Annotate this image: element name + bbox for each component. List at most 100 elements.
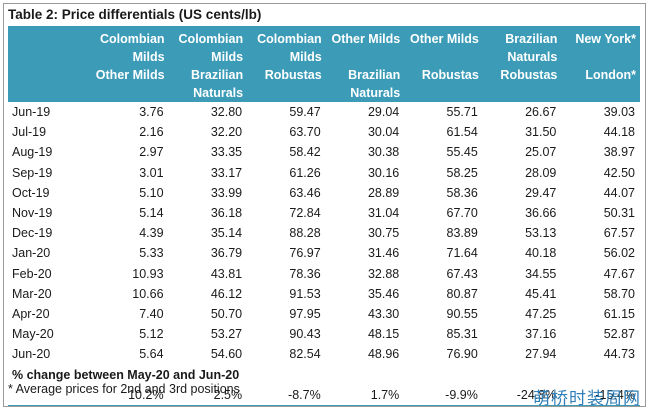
value-cell: 58.70: [603, 286, 635, 301]
value-cell: 48.96: [367, 347, 400, 362]
value-cell: 76.97: [289, 246, 321, 261]
value-cell: 61.15: [603, 306, 635, 321]
column-header-label: Other Milds Robustas: [410, 32, 479, 82]
value-cell: 43.30: [367, 306, 400, 321]
value-cell: 67.70: [446, 206, 478, 221]
table-row: Aug-19 2.97 33.35 58.42 30.38 55.45 25.07 38.97: [8, 142, 640, 162]
value-cell: 72.84: [289, 206, 321, 221]
month-cell: Jul-19: [12, 125, 47, 140]
value-cell: 61.54: [446, 125, 478, 140]
value-cell: 32.20: [210, 125, 243, 140]
column-header: Colombian Milds Robustas: [247, 26, 326, 102]
column-header-label: Colombian Milds Brazilian Naturals: [178, 32, 244, 100]
value-cell: 50.70: [210, 306, 243, 321]
value-cell: 34.55: [525, 266, 557, 281]
month-cell: Feb-20: [12, 266, 52, 281]
value-cell: 97.95: [289, 306, 321, 321]
value-cell: 5.14: [139, 206, 164, 221]
table-row: Dec-19 4.39 35.14 88.28 30.75 83.89 53.13 67.57: [8, 223, 640, 243]
value-cell: 30.04: [367, 125, 400, 140]
value-cell: 30.38: [367, 145, 400, 160]
value-cell: 35.46: [367, 286, 400, 301]
value-cell: 25.07: [525, 145, 557, 160]
column-header-label: Brazilian Naturals Robustas: [500, 32, 558, 82]
watermark-logo: 萌桥时装周网: [533, 389, 641, 409]
value-cell: 67.57: [603, 226, 635, 241]
value-cell: 38.97: [603, 145, 635, 160]
value-cell: 35.14: [210, 226, 243, 241]
value-cell: 42.50: [603, 165, 635, 180]
value-cell: 30.75: [367, 226, 400, 241]
value-cell: 76.90: [446, 347, 478, 362]
value-cell: 27.94: [525, 347, 557, 362]
column-header: New York* London*: [561, 26, 640, 102]
change-value-cell: [8, 384, 90, 406]
value-cell: 58.36: [446, 185, 478, 200]
month-cell: Jun-20: [12, 347, 51, 362]
value-cell: 47.67: [603, 266, 635, 281]
column-header: Brazilian Naturals Robustas: [482, 26, 562, 102]
price-differentials-table: Colombian Milds Other Milds Colombian Mil…: [8, 26, 640, 406]
table-row: Jan-20 5.33 36.79 76.97 31.46 71.64 40.18 56.02: [8, 243, 640, 263]
value-cell: 71.64: [446, 246, 478, 261]
value-cell: 59.47: [289, 105, 321, 120]
value-cell: 85.31: [446, 327, 478, 342]
table-row: Feb-20 10.93 43.81 78.36 32.88 67.43 34.55 47.6…: [8, 264, 640, 284]
table-frame: [3, 3, 646, 407]
change-value-cell: -9.9%: [404, 384, 483, 406]
column-header: Other Milds Brazilian Naturals: [325, 26, 405, 102]
value-cell: 32.88: [367, 266, 400, 281]
month-cell: Jan-20: [12, 246, 51, 261]
value-cell: 10.66: [132, 286, 164, 301]
footnote: * Average prices for 2nd and 3rd positio…: [8, 382, 240, 396]
value-cell: 82.54: [289, 347, 321, 362]
value-cell: 53.27: [210, 327, 243, 342]
month-cell: Sep-19: [12, 165, 53, 180]
value-cell: 61.26: [289, 165, 321, 180]
value-cell: 46.12: [210, 286, 243, 301]
value-cell: 28.89: [367, 185, 400, 200]
month-cell: Apr-20: [12, 306, 50, 321]
header-row: Colombian Milds Other Milds Colombian Mil…: [8, 26, 640, 102]
value-cell: 30.16: [367, 165, 400, 180]
column-header: [8, 26, 90, 102]
value-cell: 55.45: [446, 145, 478, 160]
value-cell: 2.97: [139, 145, 164, 160]
change-value-cell: 2.5%: [168, 384, 248, 406]
value-cell: 33.99: [210, 185, 243, 200]
value-cell: 32.80: [210, 105, 243, 120]
value-cell: 44.73: [603, 347, 635, 362]
value-cell: 39.03: [603, 105, 635, 120]
month-cell: May-20: [12, 327, 54, 342]
change-value-cell: 10.2%: [90, 384, 169, 406]
value-cell: 5.10: [139, 185, 164, 200]
value-cell: 45.41: [525, 286, 557, 301]
value-cell: 58.25: [446, 165, 478, 180]
change-label: % change between May-20 and Jun-20: [12, 367, 240, 382]
change-value-cell: 1.7%: [325, 384, 405, 406]
value-cell: 43.81: [210, 266, 243, 281]
table-row: Mar-20 10.66 46.12 91.53 35.46 80.87 45.41 58.7…: [8, 284, 640, 304]
value-cell: 56.02: [603, 246, 635, 261]
month-cell: Jun-19: [12, 105, 51, 120]
value-cell: 31.50: [525, 125, 557, 140]
value-cell: 3.01: [139, 165, 164, 180]
value-cell: 33.35: [210, 145, 243, 160]
column-header-label: New York* London*: [575, 32, 636, 82]
value-cell: 31.04: [367, 206, 400, 221]
change-label-row: % change between May-20 and Jun-20: [8, 364, 640, 384]
table-row: Apr-20 7.40 50.70 97.95 43.30 90.55 47.25 61.15: [8, 304, 640, 324]
value-cell: 36.18: [210, 206, 243, 221]
value-cell: 83.89: [446, 226, 478, 241]
column-header-label: Colombian Milds Robustas: [257, 32, 322, 82]
column-header: Other Milds Robustas: [404, 26, 483, 102]
month-cell: Dec-19: [12, 226, 53, 241]
table-row: Nov-19 5.14 36.18 72.84 31.04 67.70 36.66 50.31: [8, 203, 640, 223]
value-cell: 78.36: [289, 266, 321, 281]
value-cell: 44.07: [603, 185, 635, 200]
column-header-label: Colombian Milds Other Milds: [95, 32, 165, 82]
value-cell: 63.70: [289, 125, 321, 140]
value-cell: 53.13: [525, 226, 557, 241]
column-header-label: Other Milds Brazilian Naturals: [331, 32, 401, 100]
table-row: May-20 5.12 53.27 90.43 48.15 85.31 37.16 52.87: [8, 324, 640, 344]
